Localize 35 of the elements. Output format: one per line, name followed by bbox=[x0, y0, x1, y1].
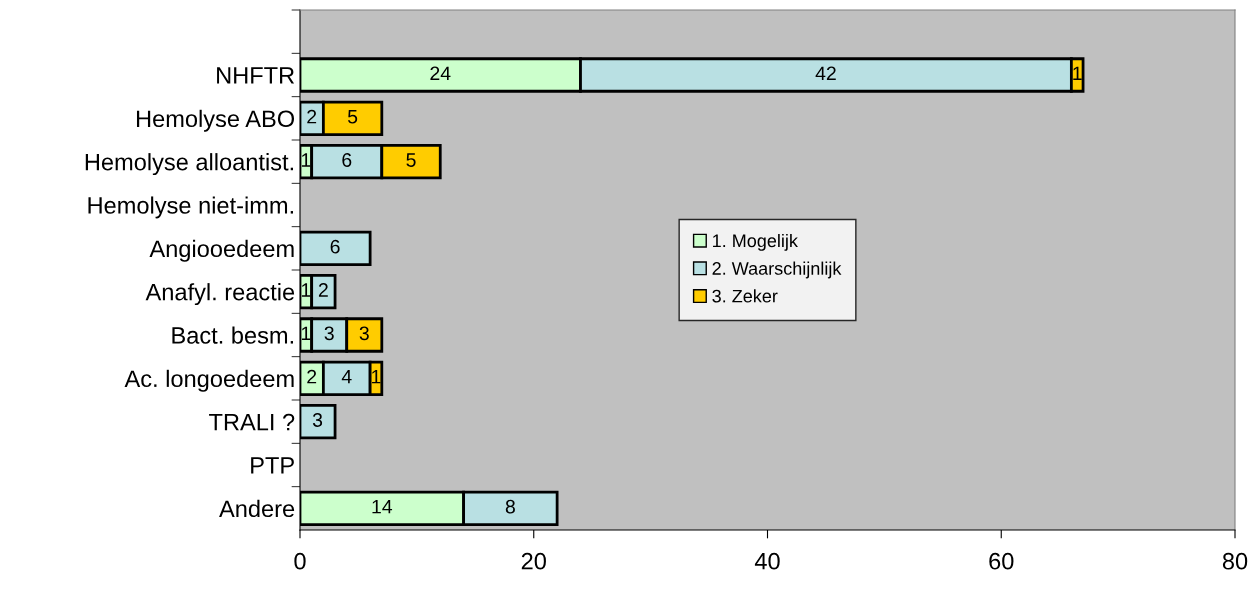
legend-label: 1. Mogelijk bbox=[713, 233, 798, 251]
data-label: 1 bbox=[1073, 66, 1082, 81]
x-tick-label: 0 bbox=[294, 552, 306, 570]
y-tick-label: Hemolyse alloantist. bbox=[85, 153, 293, 176]
legend-label: 2. Waarschijnlijk bbox=[712, 261, 842, 279]
data-label: 2 bbox=[318, 283, 328, 297]
data-label: 6 bbox=[330, 239, 340, 254]
data-label: 5 bbox=[406, 153, 416, 167]
data-label: 2 bbox=[307, 369, 317, 384]
y-tick-label: Andere bbox=[219, 499, 295, 518]
data-label: 2 bbox=[307, 109, 317, 124]
data-label: 3 bbox=[312, 413, 323, 427]
data-label: 3 bbox=[359, 326, 369, 341]
legend-label: 3. Zeker bbox=[712, 289, 778, 303]
data-label: 3 bbox=[324, 326, 334, 341]
data-label: 42 bbox=[815, 66, 836, 81]
data-label: 6 bbox=[342, 153, 352, 167]
data-label: 8 bbox=[505, 499, 515, 514]
y-tick-label: Bact. besm. bbox=[172, 326, 293, 344]
y-tick-label: Ac. longoedeem bbox=[124, 369, 294, 392]
x-tick-label: 80 bbox=[1222, 552, 1248, 570]
x-tick-label: 20 bbox=[521, 552, 546, 570]
y-tick-label: NHFTR bbox=[217, 67, 295, 84]
data-label: 5 bbox=[347, 109, 358, 124]
y-tick-label: Hemolyse niet-imm. bbox=[88, 196, 293, 219]
y-tick-label: Hemolyse ABO bbox=[136, 109, 295, 132]
data-label: 4 bbox=[341, 369, 352, 384]
x-tick-label: 40 bbox=[754, 552, 780, 570]
data-label: 14 bbox=[372, 499, 393, 514]
data-label: 24 bbox=[430, 66, 451, 81]
y-tick-label: Anafyl. reactie bbox=[145, 283, 295, 306]
y-tick-label: PTP bbox=[251, 457, 294, 474]
y-tick-label: Angiooedeem bbox=[149, 239, 294, 262]
x-tick-label: 60 bbox=[989, 552, 1014, 570]
y-tick-label: TRALI ? bbox=[209, 413, 295, 431]
